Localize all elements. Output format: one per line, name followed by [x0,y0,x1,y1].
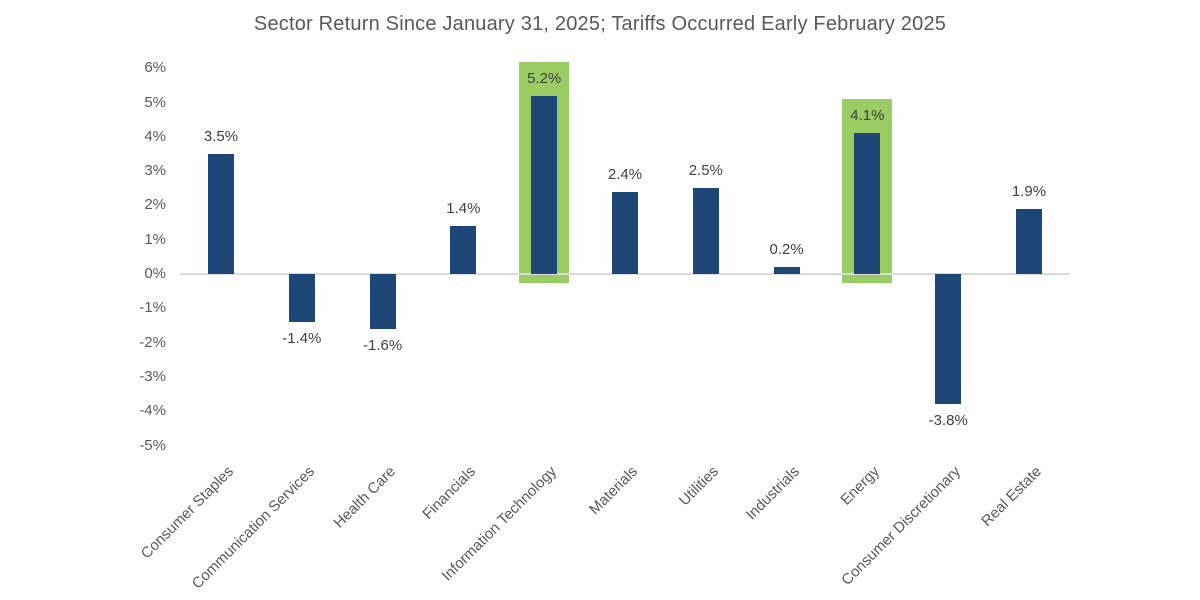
bar-value-label: -1.6% [363,336,403,354]
y-axis-tick-label: 1% [144,230,166,248]
bar-health-care [369,274,396,329]
y-axis-tick-label: 3% [144,162,166,180]
bar-industrials [773,267,800,274]
y-axis-tick-label: -1% [139,299,166,317]
y-axis-tick-label: 6% [144,59,166,77]
bar-value-label: 3.5% [203,127,239,145]
bar-value-label: -3.8% [928,412,968,430]
bar-real-estate [1016,208,1042,274]
bar-financials [450,225,477,274]
y-axis-tick-label: -4% [139,402,166,420]
bar-consumer-discretionary [935,274,962,405]
bar-energy [854,133,881,274]
bar-value-label: 0.2% [769,241,804,259]
bar-value-label: 4.1% [850,107,885,125]
y-axis-tick-label: 4% [144,127,166,145]
bar-value-label: 2.4% [607,165,643,183]
bar-utilities [692,188,719,274]
y-axis-tick-label: -5% [139,436,166,454]
zero-axis-line [180,273,1070,275]
bar-communication-services [288,274,315,323]
bar-value-label: 1.4% [446,199,481,217]
y-axis-tick-label: 5% [144,93,166,111]
chart-title: Sector Return Since January 31, 2025; Ta… [253,13,947,35]
bar-materials [612,191,638,274]
y-axis-tick-label: -3% [139,367,166,385]
y-axis-tick-label: 2% [144,196,166,214]
bar-value-label: 1.9% [1011,182,1047,200]
y-axis-tick-label: 0% [144,265,166,282]
bar-value-label: 2.5% [688,162,723,180]
bar-value-label: -1.4% [282,330,322,348]
bar-information-technology [531,95,558,274]
y-axis-tick-label: -2% [139,333,166,351]
bar-value-label: 5.2% [527,69,562,87]
bar-consumer-staples [208,153,234,274]
